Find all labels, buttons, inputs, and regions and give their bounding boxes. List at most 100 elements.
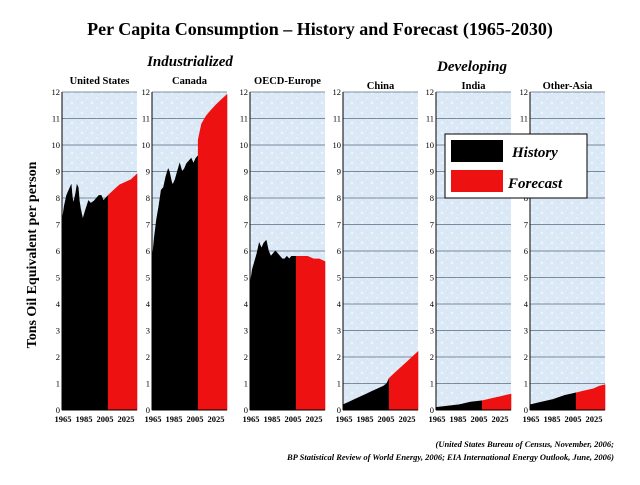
y-tick-label-canada: 5 <box>146 273 150 283</box>
y-tick-label-oecd-europe: 9 <box>244 167 248 177</box>
y-tick-label-canada: 0 <box>146 405 150 415</box>
legend-swatch-forecast <box>451 170 503 192</box>
y-tick-label-united-states: 4 <box>56 299 61 309</box>
x-tick-label-china: 2005 <box>378 414 395 424</box>
y-tick-label-china: 1 <box>337 379 341 389</box>
y-tick-label-oecd-europe: 6 <box>244 246 248 256</box>
y-tick-label-china: 5 <box>337 273 341 283</box>
x-tick-label-united-states: 1985 <box>76 414 93 424</box>
history-area-united-states <box>61 183 109 411</box>
y-tick-label-canada: 1 <box>146 379 150 389</box>
y-tick-label-india: 1 <box>430 379 434 389</box>
chart-title: Per Capita Consumption – History and For… <box>87 19 553 40</box>
source-line-2: BP Statistical Review of World Energy, 2… <box>286 452 614 462</box>
forecast-area-india <box>481 393 512 411</box>
y-tick-label-canada: 7 <box>146 220 150 230</box>
y-tick-label-india: 12 <box>426 87 435 97</box>
source-line-1: (United States Bureau of Census, Novembe… <box>435 439 614 449</box>
x-tick-label-china: 2025 <box>399 414 416 424</box>
y-tick-label-united-states: 10 <box>52 140 61 150</box>
y-tick-label-india: 9 <box>430 167 434 177</box>
x-tick-label-united-states: 2005 <box>97 414 114 424</box>
y-tick-label-canada: 4 <box>146 299 151 309</box>
y-tick-label-china: 0 <box>337 405 341 415</box>
x-tick-label-india: 2005 <box>471 414 488 424</box>
group-label-developing: Developing <box>436 59 507 75</box>
legend-swatch-history <box>451 140 503 162</box>
y-tick-label-other-asia: 3 <box>524 326 528 336</box>
x-tick-label-other-asia: 1985 <box>544 414 561 424</box>
y-tick-label-other-asia: 0 <box>524 405 528 415</box>
y-tick-label-india: 6 <box>430 246 434 256</box>
y-tick-label-other-asia: 7 <box>524 220 528 230</box>
y-tick-label-united-states: 2 <box>56 352 60 362</box>
x-tick-label-oecd-europe: 1965 <box>243 414 260 424</box>
y-tick-label-oecd-europe: 8 <box>244 193 248 203</box>
panel-title-china: China <box>367 81 395 92</box>
y-tick-label-canada: 9 <box>146 167 150 177</box>
y-tick-label-united-states: 6 <box>56 246 60 256</box>
y-tick-label-canada: 2 <box>146 352 150 362</box>
y-tick-label-india: 11 <box>426 114 434 124</box>
y-axis-label: Tons Oil Equivalent per person <box>25 161 40 348</box>
x-tick-label-canada: 2025 <box>208 414 225 424</box>
forecast-area-china <box>388 351 419 411</box>
y-tick-label-united-states: 9 <box>56 167 60 177</box>
y-tick-label-india: 5 <box>430 273 434 283</box>
y-tick-label-china: 6 <box>337 246 341 256</box>
y-tick-label-india: 10 <box>426 140 435 150</box>
panel-title-other-asia: Other-Asia <box>543 81 594 92</box>
y-tick-label-china: 7 <box>337 220 341 230</box>
y-tick-label-india: 7 <box>430 220 434 230</box>
y-tick-label-other-asia: 5 <box>524 273 528 283</box>
x-tick-label-other-asia: 1965 <box>523 414 540 424</box>
y-tick-label-other-asia: 1 <box>524 379 528 389</box>
x-tick-label-united-states: 2025 <box>118 414 135 424</box>
y-tick-label-india: 2 <box>430 352 434 362</box>
forecast-area-united-states <box>107 173 138 411</box>
x-tick-label-india: 2025 <box>492 414 509 424</box>
y-tick-label-canada: 12 <box>142 87 151 97</box>
y-tick-label-canada: 11 <box>142 114 150 124</box>
x-tick-label-other-asia: 2025 <box>586 414 603 424</box>
y-tick-label-china: 4 <box>337 299 342 309</box>
y-tick-label-china: 12 <box>333 87 342 97</box>
x-tick-label-canada: 1965 <box>145 414 162 424</box>
y-tick-label-united-states: 5 <box>56 273 60 283</box>
y-tick-label-china: 9 <box>337 167 341 177</box>
x-tick-label-oecd-europe: 1985 <box>264 414 281 424</box>
x-tick-label-united-states: 1965 <box>55 414 72 424</box>
y-tick-label-oecd-europe: 3 <box>244 326 248 336</box>
y-tick-label-oecd-europe: 4 <box>244 299 249 309</box>
forecast-area-oecd-europe <box>295 256 326 411</box>
x-tick-label-china: 1965 <box>336 414 353 424</box>
history-area-canada <box>151 154 199 411</box>
y-tick-label-united-states: 11 <box>52 114 60 124</box>
panel-title-oecd-europe: OECD-Europe <box>254 76 321 87</box>
y-tick-label-oecd-europe: 12 <box>240 87 249 97</box>
legend-label-forecast: Forecast <box>507 176 563 192</box>
forecast-area-canada <box>197 93 228 411</box>
y-tick-label-oecd-europe: 2 <box>244 352 248 362</box>
y-tick-label-other-asia: 4 <box>524 299 529 309</box>
y-tick-label-other-asia: 11 <box>520 114 528 124</box>
y-tick-label-china: 8 <box>337 193 341 203</box>
history-area-oecd-europe <box>249 239 297 411</box>
y-tick-label-canada: 6 <box>146 246 150 256</box>
y-tick-label-canada: 10 <box>142 140 151 150</box>
x-tick-label-other-asia: 2005 <box>565 414 582 424</box>
y-tick-label-india: 8 <box>430 193 434 203</box>
panel-title-united-states: United States <box>70 76 130 87</box>
x-tick-label-china: 1985 <box>357 414 374 424</box>
y-tick-label-other-asia: 6 <box>524 246 528 256</box>
y-tick-label-china: 3 <box>337 326 341 336</box>
y-tick-label-united-states: 1 <box>56 379 60 389</box>
x-tick-label-canada: 2005 <box>187 414 204 424</box>
y-tick-label-united-states: 7 <box>56 220 60 230</box>
y-tick-label-united-states: 8 <box>56 193 60 203</box>
legend: History Forecast <box>444 133 588 199</box>
forecast-area-other-asia <box>575 384 606 411</box>
x-tick-label-oecd-europe: 2025 <box>306 414 323 424</box>
